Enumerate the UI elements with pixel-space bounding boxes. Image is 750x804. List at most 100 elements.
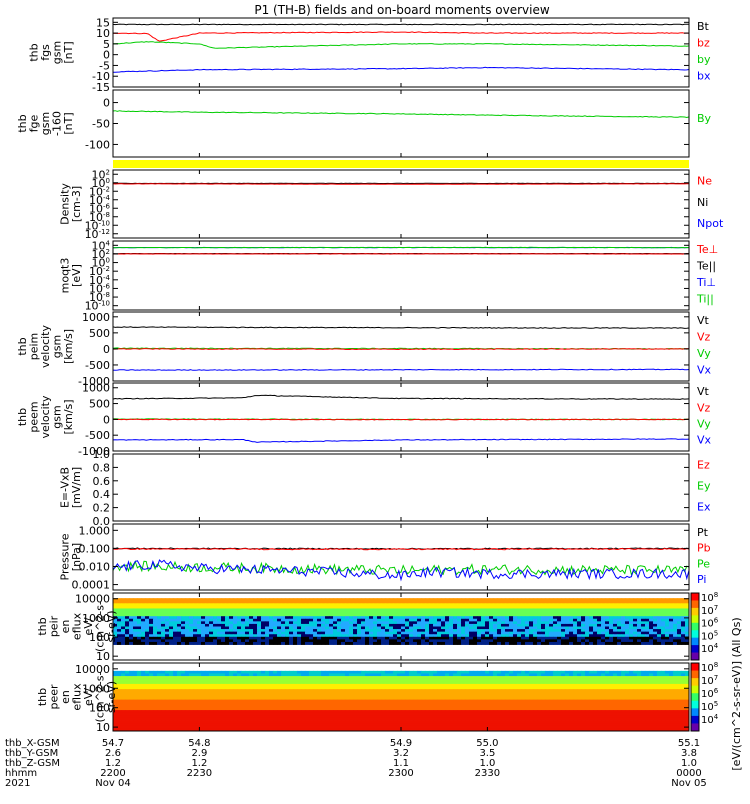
spectrogram-cell xyxy=(341,637,345,640)
spectrogram-cell xyxy=(357,697,361,700)
spectrogram-cell xyxy=(217,639,221,642)
panel-frame xyxy=(113,18,689,87)
series-line-Vt xyxy=(113,327,689,329)
spectrogram-cell xyxy=(269,692,273,695)
spectrogram-cell xyxy=(561,614,565,617)
spectrogram-cell xyxy=(253,629,257,632)
spectrogram-cell xyxy=(385,705,389,708)
spectrogram-cell xyxy=(385,639,389,642)
spectrogram-cell xyxy=(217,689,221,692)
spectrogram-cell xyxy=(333,679,337,682)
spectrogram-cell xyxy=(525,614,529,617)
spectrogram-cell xyxy=(601,621,605,624)
spectrogram-cell xyxy=(649,637,653,640)
spectrogram-cell xyxy=(461,697,465,700)
spectrogram-cell xyxy=(521,671,525,674)
spectrogram-cell xyxy=(513,632,517,635)
spectrogram-cell xyxy=(237,642,241,645)
spectrogram-cell xyxy=(289,679,293,682)
spectrogram-cell xyxy=(165,639,169,642)
spectrogram-cell xyxy=(121,676,125,679)
spectrogram-cell xyxy=(589,679,593,682)
spectrogram-cell xyxy=(325,689,329,692)
spectrogram-cell xyxy=(657,614,661,617)
spectrogram-cell xyxy=(237,614,241,617)
spectrogram-cell xyxy=(605,702,609,705)
spectrogram-cell xyxy=(641,637,645,640)
spectrogram-cell xyxy=(313,637,317,640)
spectrogram-cell xyxy=(661,694,665,697)
spectrogram-cell xyxy=(501,614,505,617)
spectrogram-cell xyxy=(365,705,369,708)
spectrogram-cell xyxy=(217,702,221,705)
spectrogram-cell xyxy=(377,679,381,682)
spectrogram-cell xyxy=(281,697,285,700)
spectrogram-cell xyxy=(377,634,381,637)
spectrogram-cell xyxy=(401,694,405,697)
spectrogram-cell xyxy=(309,681,313,684)
spectrogram-cell xyxy=(277,679,281,682)
spectrogram-cell xyxy=(333,700,337,703)
spectrogram-cell xyxy=(185,606,189,609)
spectrogram-cell xyxy=(173,637,177,640)
spectrogram-cell xyxy=(617,601,621,604)
spectrogram-cell xyxy=(465,684,469,687)
spectrogram-cell xyxy=(233,642,237,645)
spectrogram-cell xyxy=(249,639,253,642)
spectrogram-cell xyxy=(305,598,309,601)
spectrogram-cell xyxy=(281,629,285,632)
spectrogram-cell xyxy=(501,642,505,645)
spectrogram-cell xyxy=(393,598,397,601)
spectrogram-cell xyxy=(477,624,481,627)
spectrogram-cell xyxy=(249,621,253,624)
spectrogram-cell xyxy=(389,637,393,640)
spectrogram-cell xyxy=(225,697,229,700)
spectrogram-cell xyxy=(381,608,385,611)
spectrogram-cell xyxy=(345,676,349,679)
spectrogram-cell xyxy=(645,621,649,624)
spectrogram-cell xyxy=(301,679,305,682)
spectrogram-cell xyxy=(637,705,641,708)
spectrogram-cell xyxy=(129,642,133,645)
spectrogram-cell xyxy=(265,687,269,690)
spectrogram-cell xyxy=(305,692,309,695)
spectrogram-cell xyxy=(533,601,537,604)
spectrogram-cell xyxy=(125,702,129,705)
spectrogram-cell xyxy=(185,707,189,710)
spectrogram-cell xyxy=(425,702,429,705)
spectrogram-cell xyxy=(253,606,257,609)
spectrogram-cell xyxy=(569,700,573,703)
spectrogram-cell xyxy=(621,702,625,705)
spectrogram-cell xyxy=(365,702,369,705)
spectrogram-cell xyxy=(409,681,413,684)
spectrogram-cell xyxy=(185,634,189,637)
spectrogram-cell xyxy=(265,676,269,679)
spectrogram-cell xyxy=(193,608,197,611)
spectrogram-cell xyxy=(425,642,429,645)
spectrogram-cell xyxy=(181,681,185,684)
spectrogram-cell xyxy=(265,700,269,703)
spectrogram-cell xyxy=(653,673,657,676)
spectrogram-cell xyxy=(405,681,409,684)
spectrogram-cell xyxy=(137,611,141,614)
spectrogram-cell xyxy=(641,614,645,617)
spectrogram-cell xyxy=(533,629,537,632)
spectrogram-cell xyxy=(385,692,389,695)
spectrogram-cell xyxy=(209,637,213,640)
spectrogram-cell xyxy=(465,689,469,692)
spectrogram-cell xyxy=(649,684,653,687)
spectrogram-cell xyxy=(201,697,205,700)
spectrogram-cell xyxy=(577,673,581,676)
spectrogram-cell xyxy=(149,679,153,682)
spectrogram-cell xyxy=(121,692,125,695)
spectrogram-cell xyxy=(349,611,353,614)
spectrogram-cell xyxy=(481,639,485,642)
spectrogram-cell xyxy=(449,603,453,606)
spectrogram-cell xyxy=(621,632,625,635)
spectrogram-cell xyxy=(289,676,293,679)
spectrogram-cell xyxy=(213,614,217,617)
spectrogram-cell xyxy=(153,627,157,630)
spectrogram-cell xyxy=(197,624,201,627)
spectrogram-cell xyxy=(457,629,461,632)
